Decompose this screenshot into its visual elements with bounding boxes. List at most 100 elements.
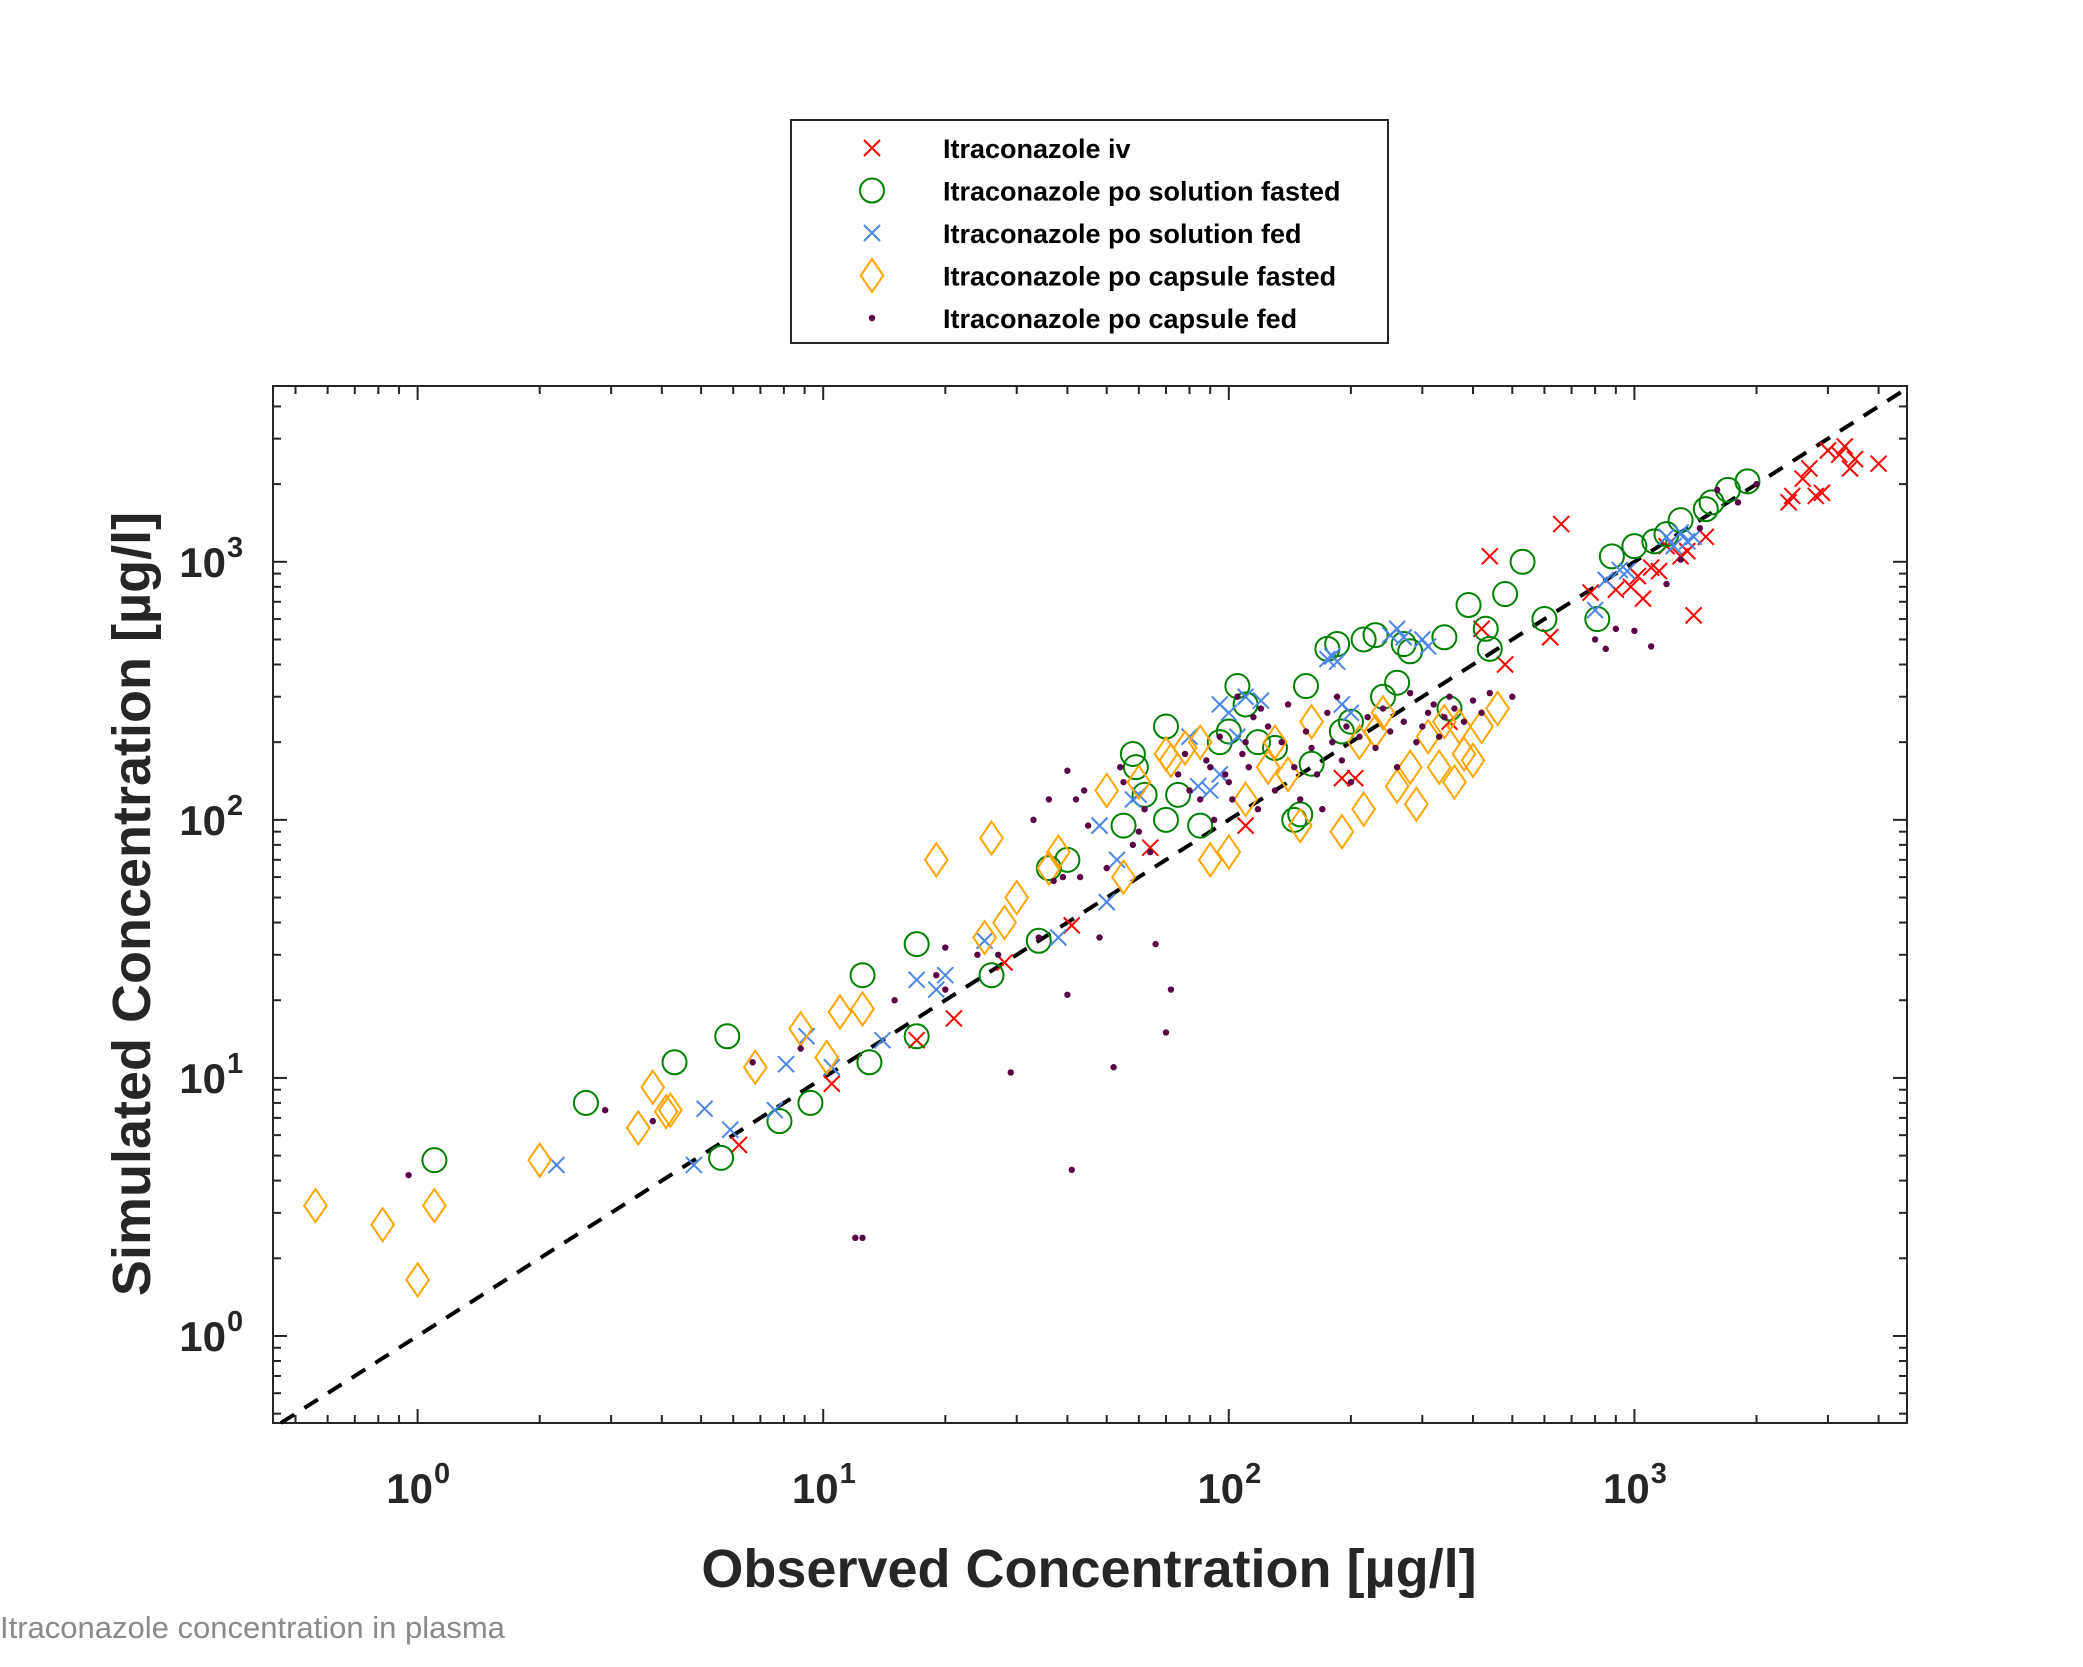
data-point xyxy=(1841,459,1859,478)
data-point-stroke xyxy=(1807,487,1825,505)
data-point xyxy=(907,1031,926,1049)
data-point xyxy=(1308,744,1315,752)
data-point xyxy=(766,1108,793,1135)
data-point-stroke xyxy=(766,1101,784,1119)
data-point xyxy=(1050,877,1057,885)
y-tick-label-exponent: 2 xyxy=(227,790,243,822)
data-point xyxy=(1220,704,1238,722)
data-point-stroke xyxy=(685,1156,703,1174)
data-point xyxy=(797,1045,804,1052)
data-point xyxy=(572,1089,599,1116)
data-point xyxy=(1162,1029,1170,1036)
data-point xyxy=(1236,816,1255,835)
data-point-stroke xyxy=(1236,688,1255,706)
x-tick-label-base: 10 xyxy=(1603,1465,1650,1512)
data-point-stroke xyxy=(695,1099,714,1118)
data-point xyxy=(1329,813,1355,850)
legend-label: Itraconazole po capsule fed xyxy=(943,304,1297,334)
data-point xyxy=(1451,705,1458,712)
data-point xyxy=(1222,771,1229,778)
data-point xyxy=(1472,615,1499,642)
data-point xyxy=(1245,763,1252,771)
data-point xyxy=(1036,849,1062,887)
data-point xyxy=(1278,738,1285,746)
data-point xyxy=(1364,713,1371,721)
data-point xyxy=(1072,796,1080,803)
data-point xyxy=(1476,635,1503,662)
data-point xyxy=(1342,704,1360,722)
legend-marker-stroke xyxy=(863,139,881,157)
data-point xyxy=(1800,459,1819,478)
data-point xyxy=(721,1120,739,1139)
data-point xyxy=(303,1187,328,1224)
data-point xyxy=(1059,873,1067,881)
data-point xyxy=(1591,636,1599,643)
data-point xyxy=(1611,561,1629,579)
data-point xyxy=(1435,733,1443,740)
data-point xyxy=(742,1048,768,1086)
y-axis-label: Simulated Concentration [µg/l] xyxy=(102,512,162,1296)
legend-box xyxy=(790,119,1389,344)
data-point-stroke xyxy=(1419,637,1437,656)
data-point xyxy=(1492,581,1519,608)
x-axis-label: Observed Concentration [µg/l] xyxy=(701,1539,1476,1599)
data-point xyxy=(907,971,926,989)
data-point xyxy=(1007,1069,1014,1076)
data-point xyxy=(1210,816,1218,824)
data-point xyxy=(1496,655,1514,674)
data-point xyxy=(1387,728,1394,735)
data-point-stroke xyxy=(1388,620,1406,638)
y-tick-label-base: 10 xyxy=(179,1313,226,1360)
data-point xyxy=(1734,468,1761,495)
data-point-stroke xyxy=(1597,571,1615,589)
data-point xyxy=(1216,733,1223,740)
data-point xyxy=(933,972,940,979)
data-point xyxy=(1602,645,1609,653)
x-tick-label-exponent: 2 xyxy=(1245,1458,1261,1490)
data-point xyxy=(1618,562,1636,580)
data-point xyxy=(1400,718,1407,725)
data-point xyxy=(1262,723,1288,761)
data-point xyxy=(1297,796,1304,803)
data-point xyxy=(1356,733,1363,740)
data-point xyxy=(1284,701,1292,708)
data-point xyxy=(1030,816,1037,824)
data-point xyxy=(992,904,1018,941)
data-point xyxy=(1186,787,1193,794)
data-point xyxy=(1446,693,1453,700)
data-point xyxy=(1196,796,1204,803)
data-point xyxy=(903,931,930,958)
data-point-stroke xyxy=(1333,769,1351,787)
data-point xyxy=(1152,940,1159,948)
data-point xyxy=(923,841,949,879)
data-point xyxy=(1598,543,1625,570)
data-point xyxy=(1350,626,1377,653)
data-point xyxy=(1692,496,1719,523)
data-point xyxy=(1264,723,1272,730)
data-point-stroke xyxy=(1634,589,1652,608)
data-point-stroke xyxy=(1794,469,1812,488)
data-point xyxy=(1313,771,1321,778)
data-point xyxy=(1830,446,1848,464)
data-point xyxy=(1664,537,1683,555)
data-point xyxy=(1187,723,1213,761)
data-point xyxy=(1324,709,1331,716)
data-point xyxy=(1076,873,1084,881)
y-tick-label-exponent: 0 xyxy=(227,1306,243,1338)
data-point xyxy=(979,819,1004,857)
legend-marker xyxy=(859,177,885,204)
data-point xyxy=(1298,750,1325,777)
data-point xyxy=(1460,742,1486,779)
data-point xyxy=(994,951,1002,958)
data-point-stroke xyxy=(1481,547,1499,566)
series-3 xyxy=(547,523,1703,1174)
y-tick-label-exponent: 1 xyxy=(227,1048,243,1080)
data-point xyxy=(1696,524,1704,532)
data-point xyxy=(1167,986,1175,993)
data-point xyxy=(708,1144,735,1171)
x-tick-label: 10 3 xyxy=(1603,1458,1667,1512)
data-point xyxy=(978,962,1005,989)
data-point xyxy=(1035,934,1042,941)
data-point xyxy=(1698,489,1725,516)
data-point xyxy=(1621,533,1648,560)
